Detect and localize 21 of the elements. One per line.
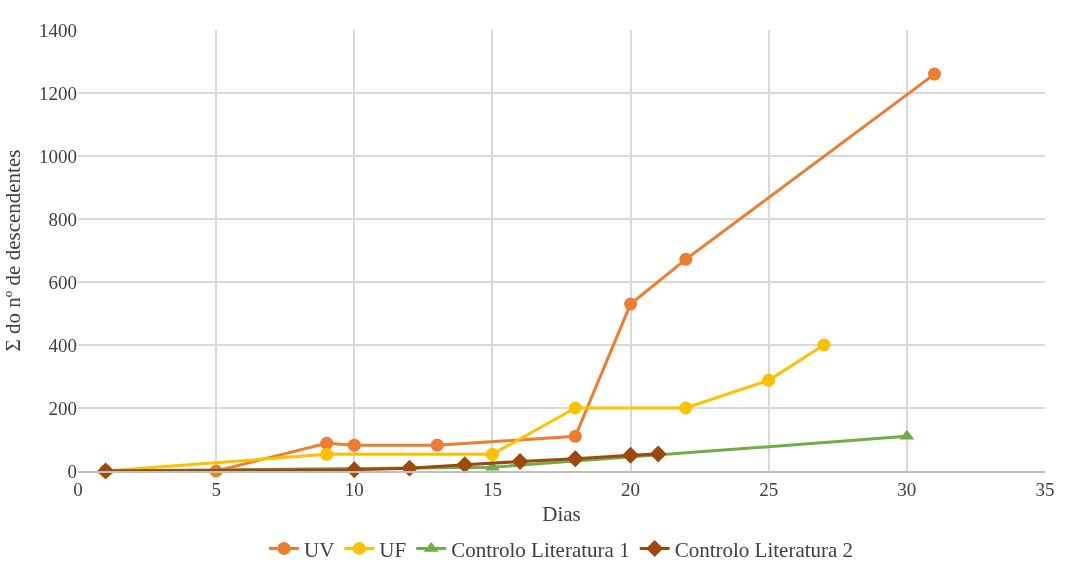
- y-tick-label: 1200: [39, 82, 77, 104]
- legend-label: Controlo Literatura 2: [674, 537, 854, 562]
- x-tick-label: 15: [482, 478, 502, 500]
- y-tick-label: 800: [48, 208, 77, 230]
- y-axis-title: Σ do nº de descendentes: [1, 149, 26, 352]
- x-axis-title: Dias: [542, 502, 581, 527]
- x-tick-label: 30: [897, 478, 917, 500]
- x-tick-label: 25: [759, 478, 779, 500]
- y-tick-label: 400: [48, 334, 77, 356]
- y-tick-label: 1400: [39, 19, 77, 41]
- legend-label: UV: [304, 537, 335, 562]
- x-tick-label: 5: [211, 478, 221, 500]
- legend-label: UF: [379, 537, 407, 562]
- y-tick-label: 1000: [39, 145, 77, 167]
- y-tick-label: 600: [48, 271, 77, 293]
- x-tick-label: 20: [621, 478, 641, 500]
- x-tick-label: 35: [1035, 478, 1055, 500]
- x-tick-label: 10: [344, 478, 364, 500]
- legend-label: Controlo Literatura 1: [451, 537, 630, 562]
- y-tick-label: 0: [67, 460, 77, 482]
- y-tick-label: 200: [48, 397, 77, 419]
